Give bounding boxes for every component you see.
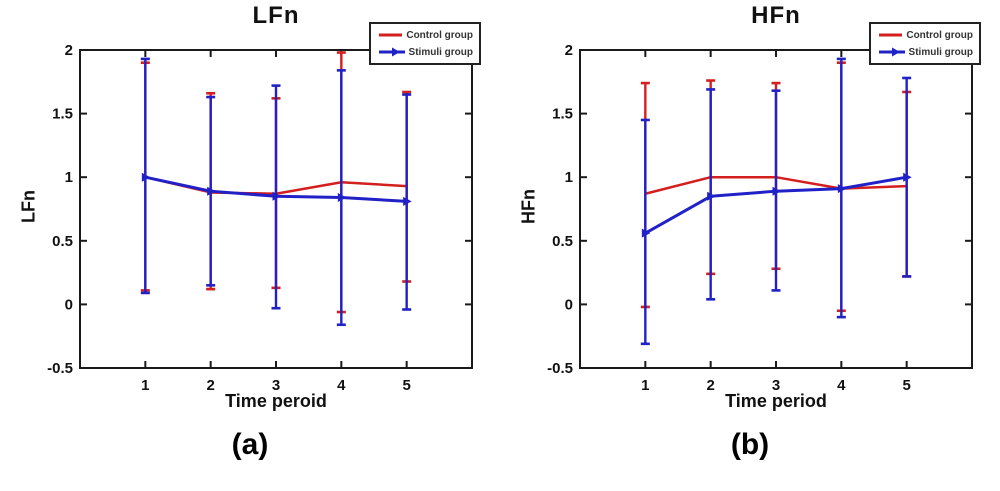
panel-lfn-xlabel: Time peroid	[225, 391, 327, 411]
series-stimuli-group	[140, 57, 412, 327]
x-tick-label: 3	[272, 377, 280, 394]
data-point-marker	[837, 184, 847, 194]
panel-lfn-plot-area: 2 1.5 1 0.5 0 -0.5 1 2 3 4 5	[47, 42, 473, 394]
panel-lfn-caption: (a)	[231, 428, 269, 461]
panel-hfn-plot-area: 2 1.5 1 0.5 0 -0.5 1 2 3 4 5	[547, 42, 973, 394]
legend-label-control: Control group	[406, 29, 473, 41]
panel-hfn-caption: (b)	[730, 428, 770, 461]
legend-item-stimuli-group: Stimuli group	[877, 46, 973, 58]
stimuli-line-icon	[879, 47, 905, 57]
y-tick-label: 1	[565, 169, 573, 186]
y-tick-label: 0.5	[52, 233, 73, 250]
y-tick-label: 1	[65, 169, 73, 186]
data-point-marker	[403, 196, 412, 206]
y-tick-label: 2	[565, 42, 573, 59]
panel-hfn-xlabel: Time period	[725, 391, 827, 411]
x-tick-label: 5	[902, 377, 910, 394]
data-point-marker	[272, 191, 281, 201]
y-tick-label: -0.5	[547, 360, 573, 377]
legend-item-control-group: Control group	[877, 29, 973, 41]
y-axis-ticks: 2 1.5 1 0.5 0 -0.5	[547, 42, 972, 377]
y-tick-label: 1.5	[552, 106, 573, 123]
x-tick-label: 5	[402, 377, 410, 394]
x-tick-label: 1	[641, 377, 649, 394]
data-point-marker	[337, 193, 347, 203]
x-tick-label: 4	[837, 377, 846, 394]
legend-label-control: Control group	[906, 29, 973, 41]
legend-item-control-group: Control group	[377, 29, 473, 41]
y-tick-label: 1.5	[52, 106, 73, 123]
y-tick-label: 0	[65, 296, 73, 313]
legend-item-stimuli-group: Stimuli group	[377, 46, 473, 58]
panel-hfn: HFn HFn 2 1.5 1 0.5 0 -0.5 1 2 3 4 5 Time period C…	[500, 0, 1000, 491]
x-axis-ticks: 1 2 3 4 5	[641, 50, 911, 394]
data-point-marker	[141, 172, 151, 182]
series-stimuli-group	[640, 57, 912, 346]
control-line-icon	[879, 33, 903, 37]
panel-lfn-title: LFn	[252, 2, 300, 29]
y-tick-label: 2	[65, 42, 73, 59]
data-point-marker	[903, 172, 912, 182]
legend-label-stimuli: Stimuli group	[908, 46, 973, 58]
x-tick-label: 3	[772, 377, 780, 394]
panel-hfn-legend: Control group Stimuli group	[869, 22, 981, 65]
data-point-marker	[772, 186, 781, 196]
panel-hfn-title: HFn	[751, 2, 801, 29]
y-tick-label: -0.5	[47, 360, 73, 377]
data-point-marker	[207, 186, 216, 196]
x-tick-label: 4	[337, 377, 346, 394]
panel-lfn-legend: Control group Stimuli group	[369, 22, 481, 65]
stimuli-line-icon	[379, 47, 405, 57]
panel-lfn: LFn LFn 2 1.5 1 0.5 0 -0.5 1 2 3 4 5 Time peroid C…	[19, 2, 481, 461]
data-point-marker	[707, 191, 716, 201]
x-tick-label: 1	[141, 377, 149, 394]
x-tick-label: 2	[706, 377, 714, 394]
y-tick-label: 0.5	[552, 233, 573, 250]
x-axis-ticks: 1 2 3 4 5	[141, 50, 411, 394]
control-line-icon	[379, 33, 403, 37]
data-point-marker	[641, 228, 651, 238]
y-tick-label: 0	[565, 296, 573, 313]
x-tick-label: 2	[206, 377, 214, 394]
legend-label-stimuli: Stimuli group	[408, 46, 473, 58]
y-axis-ticks: 2 1.5 1 0.5 0 -0.5	[47, 42, 472, 377]
